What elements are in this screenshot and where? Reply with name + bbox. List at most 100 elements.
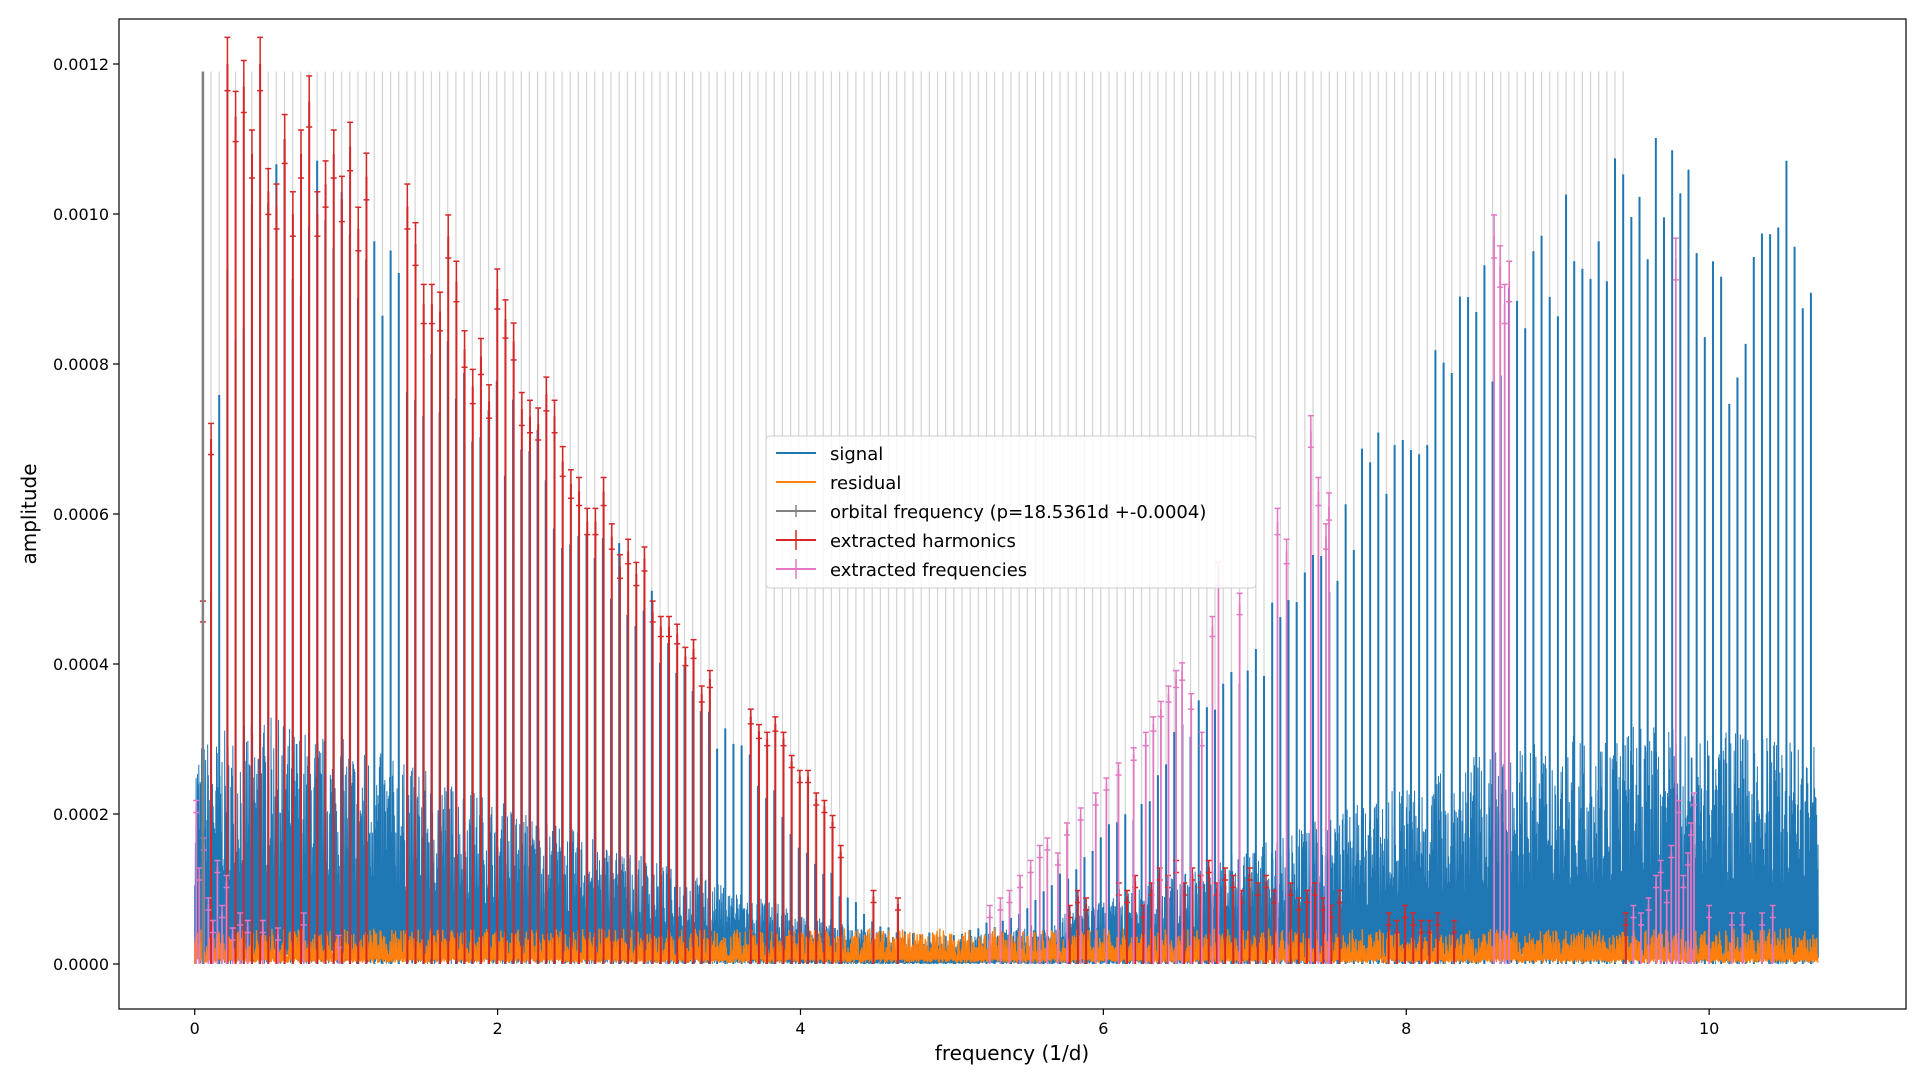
series-extracted-frequencies-point bbox=[1653, 874, 1660, 964]
y-axis: 0.0000 0.0002 0.0004 0.0006 0.0008 0.0010 0.00… bbox=[53, 55, 119, 974]
series-extracted-harmonics-point bbox=[404, 183, 411, 964]
series-extracted-harmonics-point bbox=[666, 615, 673, 964]
legend-label-residual: residual bbox=[830, 473, 901, 494]
series-extracted-harmonics-point bbox=[330, 129, 337, 964]
series-extracted-frequencies-point bbox=[1044, 837, 1051, 964]
series-extracted-frequencies-point bbox=[1165, 685, 1172, 964]
series-extracted-harmonics-point bbox=[1287, 882, 1294, 964]
series-extracted-frequencies-point bbox=[1326, 492, 1333, 964]
series-extracted-harmonics-point bbox=[486, 384, 493, 964]
series-extracted-harmonics-point bbox=[445, 214, 452, 964]
y-tick-label: 0.0002 bbox=[53, 805, 109, 824]
series-extracted-harmonics-point bbox=[1263, 874, 1270, 964]
series-extracted-harmonics-point bbox=[1402, 904, 1409, 964]
series-extracted-harmonics-point bbox=[1123, 889, 1130, 964]
y-tick-label: 0.0010 bbox=[53, 205, 109, 224]
series-extracted-harmonics-point bbox=[551, 399, 558, 964]
series-extracted-harmonics-point bbox=[576, 476, 583, 964]
series-extracted-harmonics-point bbox=[1418, 919, 1425, 964]
series-extracted-harmonics-point bbox=[690, 638, 697, 964]
series-extracted-harmonics-point bbox=[298, 129, 305, 964]
series-extracted-harmonics-point bbox=[616, 553, 623, 964]
series-extracted-harmonics-point bbox=[1246, 867, 1253, 964]
series-extracted-harmonics-point bbox=[559, 445, 566, 964]
series-extracted-harmonics-point bbox=[837, 844, 844, 964]
series-extracted-frequencies-point bbox=[244, 919, 251, 964]
series-extracted-frequencies-point bbox=[1728, 912, 1735, 964]
series-extracted-harmonics-point bbox=[477, 337, 484, 964]
series-extracted-harmonics-point bbox=[1410, 912, 1417, 964]
series-extracted-frequencies-point bbox=[1283, 538, 1290, 964]
series-extracted-frequencies-point bbox=[1739, 912, 1746, 964]
series-extracted-frequencies-point bbox=[1506, 260, 1513, 964]
series-extracted-harmonics-point bbox=[338, 175, 345, 964]
series-extracted-frequencies-point bbox=[1501, 283, 1508, 964]
series-extracted-harmonics-point bbox=[698, 685, 705, 964]
series-extracted-harmonics-point bbox=[518, 391, 525, 964]
series-extracted-frequencies-point bbox=[1142, 731, 1149, 964]
series-extracted-harmonics-point bbox=[870, 889, 877, 964]
series-extracted-frequencies-point bbox=[237, 912, 244, 964]
x-tick-label: 6 bbox=[1098, 1019, 1108, 1038]
series-extracted-harmonics-point bbox=[461, 330, 468, 964]
series-extracted-harmonics-point bbox=[232, 90, 239, 964]
series-extracted-harmonics-point bbox=[755, 723, 762, 964]
series-extracted-frequencies-point bbox=[1130, 747, 1137, 964]
y-axis-label: amplitude bbox=[17, 463, 41, 564]
plot-content bbox=[193, 36, 1819, 965]
series-extracted-harmonics-point bbox=[1434, 912, 1441, 964]
series-extracted-harmonics-point bbox=[1222, 867, 1229, 964]
series-extracted-frequencies-point bbox=[1680, 874, 1687, 964]
series-extracted-harmonics-point bbox=[453, 260, 460, 964]
series-extracted-frequencies-point bbox=[1690, 792, 1697, 964]
series-extracted-harmonics-point bbox=[1622, 912, 1629, 964]
series-extracted-frequencies-point bbox=[223, 874, 230, 964]
series-extracted-frequencies-point bbox=[1687, 822, 1694, 964]
series-extracted-harmonics-point bbox=[706, 669, 713, 964]
x-axis-label: frequency (1/d) bbox=[935, 1041, 1089, 1065]
series-extracted-harmonics-point bbox=[1385, 912, 1392, 964]
series-extracted-frequencies-point bbox=[1663, 889, 1670, 964]
series-extracted-frequencies-point bbox=[1668, 844, 1675, 964]
series-extracted-harmonics-point bbox=[657, 615, 664, 964]
series-extracted-harmonics-point bbox=[248, 129, 255, 964]
series-extracted-frequencies-point bbox=[218, 904, 225, 964]
series-extracted-frequencies-point bbox=[1064, 822, 1071, 964]
series-extracted-frequencies-point bbox=[1307, 414, 1314, 964]
series-extracted-frequencies-point bbox=[1103, 777, 1110, 964]
series-extracted-harmonics-point bbox=[805, 769, 812, 964]
series-extracted-harmonics-point bbox=[1295, 897, 1302, 964]
series-extracted-frequencies-point bbox=[1115, 762, 1122, 964]
series-extracted-harmonics-point bbox=[641, 546, 648, 964]
series-extracted-frequencies-point bbox=[193, 799, 200, 964]
series-extracted-harmonics-point bbox=[625, 538, 632, 964]
series-extracted-harmonics-point bbox=[257, 36, 264, 964]
series-extracted-harmonics-point bbox=[224, 36, 231, 964]
series-extracted-frequencies-point bbox=[1017, 874, 1024, 964]
x-tick-label: 8 bbox=[1401, 1019, 1411, 1038]
series-extracted-harmonics-point bbox=[1271, 889, 1278, 964]
series-extracted-harmonics-point bbox=[764, 731, 771, 964]
series-extracted-frequencies-point bbox=[214, 859, 221, 964]
series-extracted-frequencies-point bbox=[1027, 859, 1034, 964]
series-extracted-frequencies-point bbox=[1769, 904, 1776, 964]
series-extracted-frequencies-point bbox=[1179, 662, 1186, 964]
x-tick-label: 0 bbox=[190, 1019, 200, 1038]
x-tick-label: 4 bbox=[795, 1019, 805, 1038]
series-extracted-harmonics-point bbox=[1393, 919, 1400, 964]
series-extracted-harmonics-point bbox=[510, 322, 517, 964]
series-extracted-harmonics-point bbox=[821, 799, 828, 964]
series-extracted-harmonics-point bbox=[420, 283, 427, 964]
series-extracted-harmonics-point bbox=[265, 167, 272, 964]
series-extracted-harmonics-point bbox=[281, 113, 288, 964]
series-extracted-frequencies-point bbox=[1006, 889, 1013, 964]
series-extracted-harmonics-point bbox=[1083, 897, 1090, 964]
series-extracted-harmonics-point bbox=[469, 368, 476, 964]
series-extracted-frequencies-point bbox=[300, 912, 307, 964]
series-extracted-frequencies-point bbox=[1637, 912, 1644, 964]
series-extracted-harmonics-point bbox=[567, 469, 574, 964]
series-extracted-harmonics-point bbox=[608, 523, 615, 964]
series-extracted-harmonics-point bbox=[1230, 874, 1237, 964]
series-extracted-harmonics-point bbox=[829, 814, 836, 964]
